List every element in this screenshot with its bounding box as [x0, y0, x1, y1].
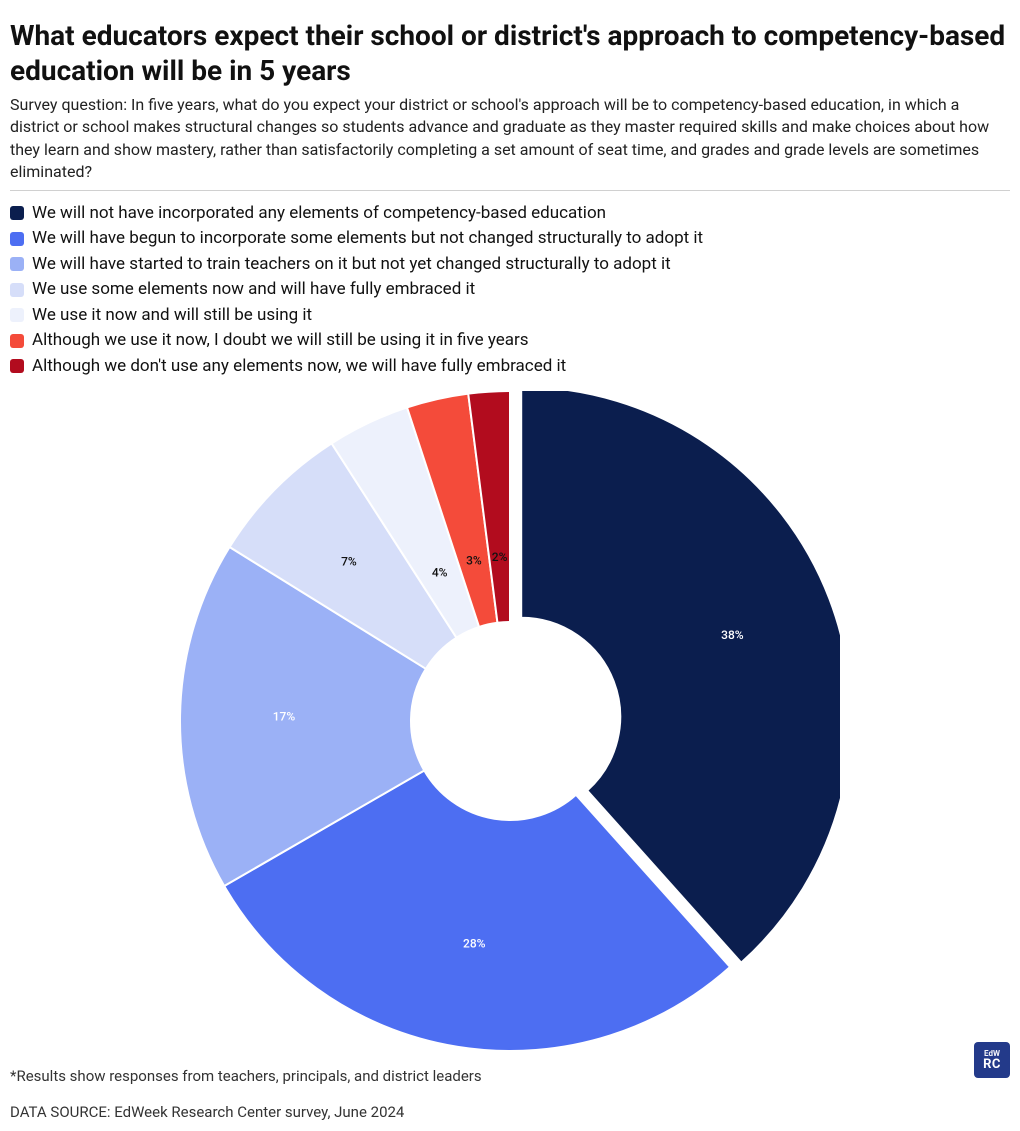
- legend-swatch: [10, 232, 24, 246]
- footnote: *Results show responses from teachers, p…: [10, 1067, 1010, 1085]
- pie-svg: 38% 28% 17% 7% 4% 3% 2%: [180, 391, 840, 1051]
- legend-item[interactable]: We will not have incorporated any elemen…: [10, 201, 1010, 227]
- legend-swatch: [10, 283, 24, 297]
- chart-subtitle: Survey question: In five years, what do …: [10, 94, 1010, 184]
- edweek-rc-logo: EdW RC: [974, 1042, 1010, 1078]
- slice-pct-label: 3%: [466, 554, 482, 568]
- legend-label: Although we don't use any elements now, …: [32, 354, 566, 380]
- legend-label: We will have begun to incorporate some e…: [32, 226, 703, 252]
- legend-label: We will have started to train teachers o…: [32, 252, 671, 278]
- data-source: DATA SOURCE: EdWeek Research Center surv…: [10, 1103, 1010, 1121]
- logo-bottom: RC: [983, 1058, 1001, 1071]
- slice-pct-label: 2%: [492, 550, 508, 564]
- legend-swatch: [10, 334, 24, 348]
- legend-item[interactable]: We will have begun to incorporate some e…: [10, 226, 1010, 252]
- legend-swatch: [10, 206, 24, 220]
- chart-title: What educators expect their school or di…: [10, 18, 1010, 88]
- slice-pct-label: 7%: [341, 555, 357, 569]
- legend-swatch: [10, 257, 24, 271]
- slice-pct-label: 38%: [721, 628, 744, 642]
- pie-chart: 38% 28% 17% 7% 4% 3% 2%: [180, 391, 840, 1055]
- logo-top: EdW: [984, 1050, 1000, 1058]
- slice-pct-label: 17%: [273, 710, 296, 724]
- legend-label: We will not have incorporated any elemen…: [32, 201, 606, 227]
- legend-swatch: [10, 308, 24, 322]
- legend-label: We use some elements now and will have f…: [32, 277, 475, 303]
- divider: [10, 190, 1010, 191]
- legend-label: Although we use it now, I doubt we will …: [32, 328, 529, 354]
- slice-pct-label: 28%: [463, 936, 486, 950]
- legend-item[interactable]: Although we use it now, I doubt we will …: [10, 328, 1010, 354]
- legend-item[interactable]: We will have started to train teachers o…: [10, 252, 1010, 278]
- legend-item[interactable]: Although we don't use any elements now, …: [10, 354, 1010, 380]
- legend-item[interactable]: We use it now and will still be using it: [10, 303, 1010, 329]
- legend-label: We use it now and will still be using it: [32, 303, 312, 329]
- legend-item[interactable]: We use some elements now and will have f…: [10, 277, 1010, 303]
- slice-pct-label: 4%: [432, 565, 448, 579]
- legend: We will not have incorporated any elemen…: [10, 201, 1010, 380]
- legend-swatch: [10, 359, 24, 373]
